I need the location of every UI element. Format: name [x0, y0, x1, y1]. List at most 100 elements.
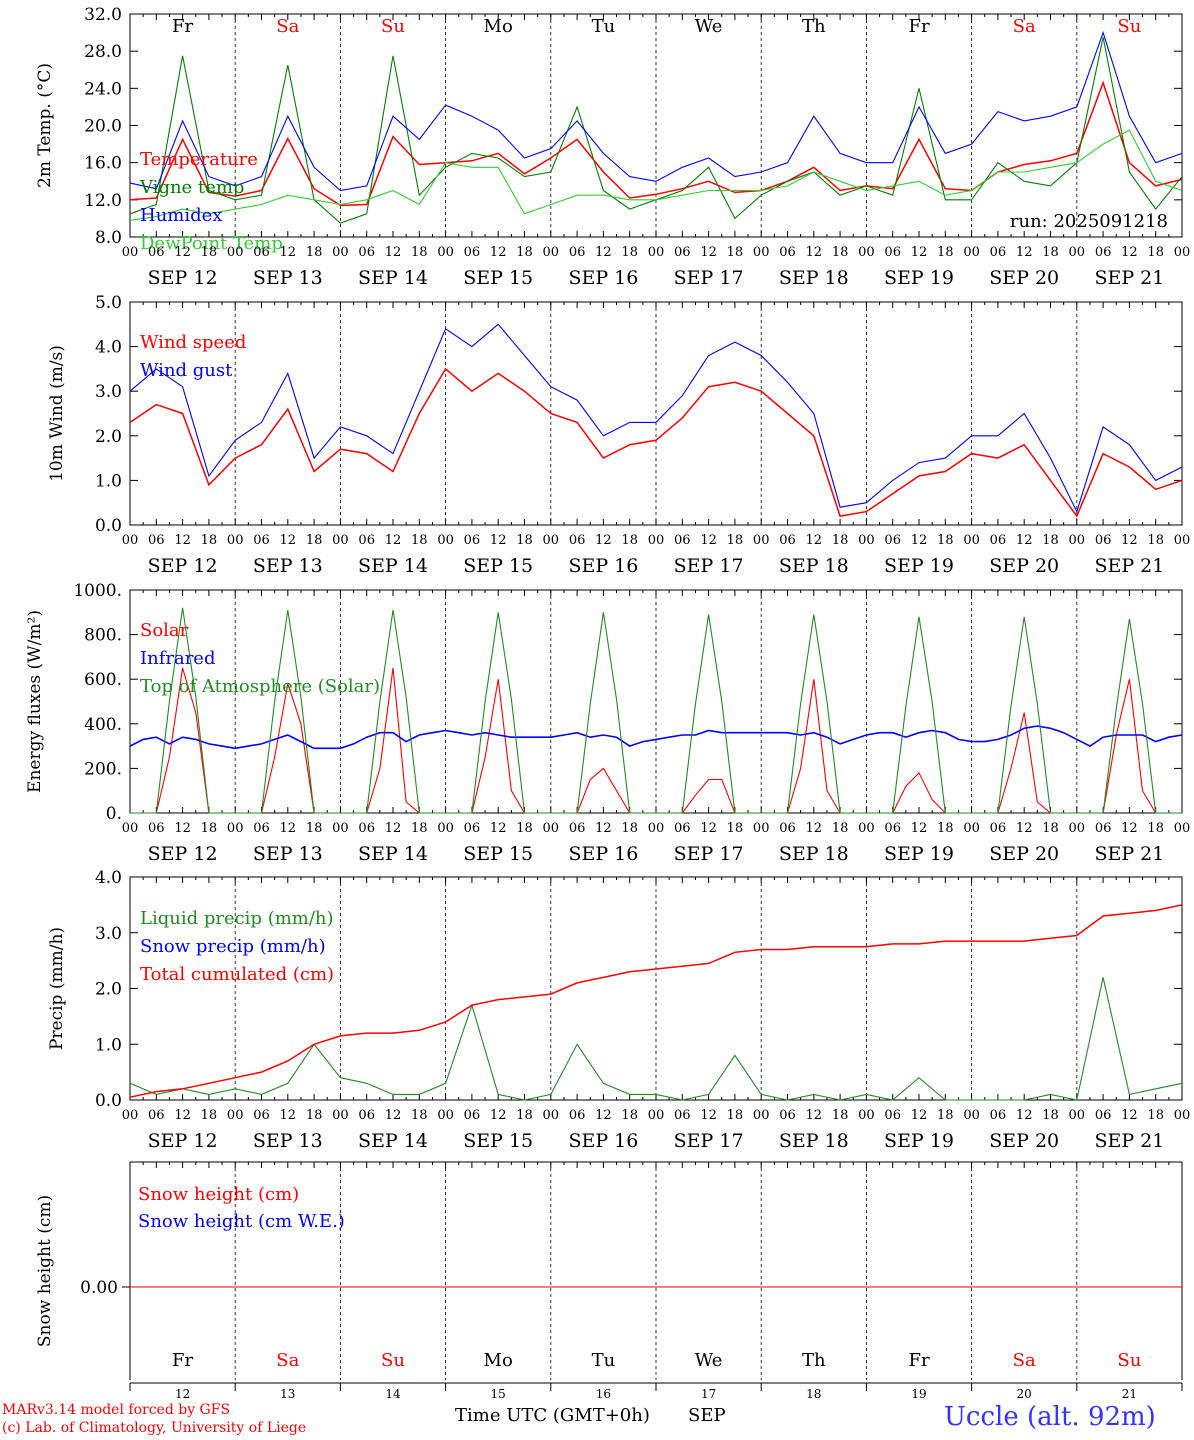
- date-label: SEP 17: [674, 267, 744, 289]
- legend-entry: Wind speed: [140, 332, 246, 353]
- hour-label: 12: [700, 533, 717, 548]
- legend-entry: Liquid precip (mm/h): [140, 908, 334, 929]
- y-tick-label: 200.: [84, 759, 122, 779]
- hour-label: 00: [1174, 1108, 1191, 1123]
- day-number-label: 18: [806, 1387, 821, 1401]
- hour-label: 18: [201, 1108, 218, 1123]
- date-label: SEP 16: [568, 555, 638, 577]
- hour-label: 12: [490, 533, 507, 548]
- hour-label: 06: [779, 245, 796, 260]
- date-label: SEP 13: [253, 267, 323, 289]
- hour-label: 18: [937, 533, 954, 548]
- weekday-label: Tu: [592, 1350, 616, 1371]
- run-annotation: run: 2025091218: [1010, 211, 1168, 232]
- date-label: SEP 14: [358, 1130, 428, 1152]
- y-tick-label: 1.0: [95, 1035, 122, 1055]
- hour-label: 12: [1121, 821, 1138, 836]
- weekday-label: Su: [1117, 16, 1141, 37]
- y-tick-label: 28.0: [84, 42, 122, 62]
- hour-label: 12: [1121, 533, 1138, 548]
- date-label: SEP 12: [148, 267, 218, 289]
- panel-1: 8.0 12.0 16.0 20.0 24.0 28.0 32.0 2m Temp. (°C)…: [35, 5, 1190, 289]
- series-line-wind-speed: [129, 367, 1183, 518]
- date-label: SEP 17: [674, 1130, 744, 1152]
- date-label: SEP 18: [779, 1130, 849, 1152]
- panel-4: 0.0 1.0 2.0 3.0 4.0 Precip (mm/h) Liquid preci…: [47, 868, 1190, 1152]
- legend-entry: Snow height (cm): [138, 1184, 299, 1205]
- hour-label: 00: [1069, 1108, 1086, 1123]
- y-tick-label: 2.0: [95, 980, 122, 1000]
- series-line-dewpoint-temp: [129, 129, 1183, 221]
- hour-label: 18: [201, 245, 218, 260]
- weekday-label: Su: [1117, 1350, 1141, 1371]
- hour-label: 06: [1095, 245, 1112, 260]
- hour-label: 06: [253, 821, 270, 836]
- hour-label: 00: [963, 533, 980, 548]
- hour-label: 06: [569, 1108, 586, 1123]
- hour-label: 00: [858, 1108, 875, 1123]
- hour-label: 00: [122, 821, 139, 836]
- hour-label: 18: [1042, 1108, 1059, 1123]
- hour-label: 00: [1069, 245, 1086, 260]
- hour-label: 06: [779, 821, 796, 836]
- hour-label: 06: [674, 821, 691, 836]
- weekday-label: Th: [802, 16, 826, 37]
- hour-label: 12: [174, 1108, 191, 1123]
- hour-label: 06: [253, 1108, 270, 1123]
- hour-label: 18: [306, 821, 323, 836]
- date-label: SEP 21: [1094, 267, 1164, 289]
- hour-label: 00: [1174, 821, 1191, 836]
- hour-label: 00: [858, 821, 875, 836]
- series-line-top-of-atmosphere-solar-: [130, 607, 1182, 814]
- date-label: SEP 18: [779, 555, 849, 577]
- weekday-label: Th: [802, 1350, 826, 1371]
- hour-label: 00: [648, 821, 665, 836]
- hour-label: 18: [516, 821, 533, 836]
- weekday-label: Sa: [1013, 1350, 1036, 1371]
- hour-label: 18: [1042, 245, 1059, 260]
- date-label: SEP 20: [989, 843, 1059, 865]
- hour-label: 18: [937, 1108, 954, 1123]
- hour-label: 00: [1174, 533, 1191, 548]
- hour-label: 18: [621, 245, 638, 260]
- date-label: SEP 14: [358, 555, 428, 577]
- hour-label: 18: [306, 245, 323, 260]
- hour-label: 12: [490, 821, 507, 836]
- panel-5: 0.00 Snow height (cm) Snow height (cm) Snow…: [35, 1161, 1183, 1380]
- hour-label: 12: [911, 1108, 928, 1123]
- day-number-label: 17: [701, 1387, 716, 1401]
- legend-entry: Snow precip (mm/h): [140, 936, 326, 957]
- hour-label: 18: [621, 1108, 638, 1123]
- hour-label: 18: [727, 1108, 744, 1123]
- y-tick-label: 5.0: [95, 293, 122, 313]
- y-tick-label: 24.0: [84, 79, 122, 99]
- series-line-total-cumulated-cm-: [129, 904, 1183, 1098]
- hour-label: 12: [1016, 1108, 1033, 1123]
- hour-label: 18: [1147, 533, 1164, 548]
- hour-label: 12: [174, 533, 191, 548]
- hour-label: 06: [253, 245, 270, 260]
- hour-label: 06: [464, 245, 481, 260]
- hour-label: 06: [779, 1108, 796, 1123]
- hour-label: 12: [174, 821, 191, 836]
- date-label: SEP 14: [358, 267, 428, 289]
- hour-label: 06: [253, 533, 270, 548]
- legend-entry: DewPoint Temp: [140, 233, 283, 254]
- series-line-liquid-precip-mm-h-: [129, 977, 1183, 1101]
- date-label: SEP 17: [674, 843, 744, 865]
- series-line-infrared: [129, 725, 1183, 750]
- hour-label: 00: [753, 245, 770, 260]
- hour-label: 06: [358, 533, 375, 548]
- model-credit: MARv3.14 model forced by GFS: [2, 1402, 231, 1418]
- hour-label: 00: [753, 533, 770, 548]
- date-label: SEP 18: [779, 267, 849, 289]
- date-label: SEP 21: [1094, 555, 1164, 577]
- hour-label: 00: [122, 1108, 139, 1123]
- hour-label: 12: [806, 245, 823, 260]
- legend-entry: Vigne temp: [139, 177, 244, 198]
- day-number-label: 14: [385, 1387, 401, 1401]
- date-label: SEP 19: [884, 555, 954, 577]
- hour-label: 12: [1016, 245, 1033, 260]
- hour-label: 12: [490, 245, 507, 260]
- hour-label: 06: [1095, 533, 1112, 548]
